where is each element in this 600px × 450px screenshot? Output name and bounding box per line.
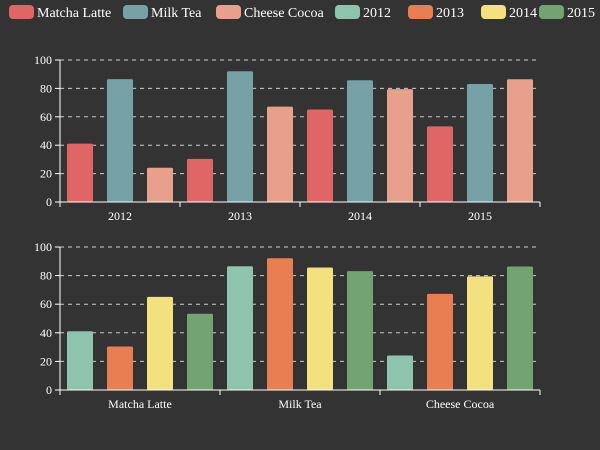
series-2015: [187, 266, 533, 390]
legend-swatch-2015: [539, 5, 564, 19]
bar-2013-milk-tea[interactable]: [267, 258, 293, 390]
bottom-chart-drink-groups: 0 20 40 60 80 100 Matcha Latte Milk Tea Cheese C…: [34, 240, 541, 411]
y-tick-label: 100: [34, 53, 52, 67]
y-tick-label: 40: [40, 326, 52, 340]
legend-swatch-milk-tea: [123, 5, 148, 19]
x-tick-label-2012: 2012: [108, 209, 132, 223]
bar-2014-matcha-latte[interactable]: [147, 296, 173, 390]
bar-2015-matcha-latte[interactable]: [187, 313, 213, 390]
series-2014: [147, 267, 493, 390]
legend-item-2012[interactable]: 2012: [335, 5, 391, 21]
x-tick-label-milk-tea: Milk Tea: [278, 397, 322, 411]
legend-item-milk-tea[interactable]: Milk Tea: [123, 5, 202, 21]
y-tick-label: 80: [40, 81, 52, 95]
y-tick-label: 60: [40, 297, 52, 311]
bar-2015-milk-tea[interactable]: [347, 271, 373, 390]
legend-label: Cheese Cocoa: [244, 6, 324, 21]
bars: [67, 258, 533, 390]
x-axis: 2012 2013 2014 2015: [59, 201, 541, 223]
bar-milk-tea-2015[interactable]: [467, 83, 493, 202]
legend-swatch-2012: [335, 5, 360, 19]
x-axis: Matcha Latte Milk Tea Cheese Cocoa: [59, 389, 541, 411]
y-axis: 0 20 40 60 80 100: [34, 53, 61, 209]
legend: Matcha Latte Milk Tea Cheese Cocoa 2012 2013…: [9, 5, 595, 21]
bar-matcha-latte-2015[interactable]: [427, 126, 453, 202]
y-tick-label: 20: [40, 167, 52, 181]
y-tick-label: 80: [40, 269, 52, 283]
y-tick-label: 0: [46, 195, 52, 209]
series-2013: [107, 258, 453, 390]
legend-label: 2014: [509, 6, 537, 21]
x-tick-label-cheese-cocoa: Cheese Cocoa: [426, 397, 495, 411]
legend-label: 2015: [567, 6, 595, 21]
bar-2012-cheese-cocoa[interactable]: [387, 355, 413, 390]
series-2012: [67, 266, 413, 390]
top-chart-year-groups: 0 20 40 60 80 100 2012 2013 2014 2015: [34, 53, 541, 223]
bar-2015-cheese-cocoa[interactable]: [507, 266, 533, 390]
gridlines: [60, 246, 540, 362]
x-tick-label-2014: 2014: [348, 209, 372, 223]
bar-matcha-latte-2013[interactable]: [187, 158, 213, 202]
x-tick-label-2015: 2015: [468, 209, 492, 223]
series-milk-tea: [107, 71, 493, 202]
bar-2014-cheese-cocoa[interactable]: [467, 276, 493, 390]
bar-2013-matcha-latte[interactable]: [107, 346, 133, 390]
bar-2013-cheese-cocoa[interactable]: [427, 293, 453, 390]
bar-matcha-latte-2012[interactable]: [67, 143, 93, 202]
legend-item-matcha-latte[interactable]: Matcha Latte: [9, 5, 111, 21]
legend-swatch-2014: [481, 5, 506, 19]
y-tick-label: 40: [40, 138, 52, 152]
y-tick-label: 100: [34, 240, 52, 254]
gridlines: [60, 59, 540, 175]
legend-label: Matcha Latte: [37, 6, 111, 21]
bar-cheese-cocoa-2013[interactable]: [267, 106, 293, 202]
bar-milk-tea-2014[interactable]: [347, 80, 373, 202]
legend-label: 2013: [436, 6, 464, 21]
bar-matcha-latte-2014[interactable]: [307, 109, 333, 202]
x-tick-label-matcha-latte: Matcha Latte: [108, 397, 172, 411]
legend-swatch-2013: [408, 5, 433, 19]
series-matcha-latte: [67, 109, 453, 202]
legend-swatch-matcha-latte: [9, 5, 34, 19]
legend-item-2014[interactable]: 2014: [481, 5, 537, 21]
series-cheese-cocoa: [147, 79, 533, 202]
bar-milk-tea-2012[interactable]: [107, 79, 133, 202]
legend-item-cheese-cocoa[interactable]: Cheese Cocoa: [216, 5, 324, 21]
bars: [67, 71, 533, 202]
legend-item-2015[interactable]: 2015: [539, 5, 595, 21]
x-tick-label-2013: 2013: [228, 209, 252, 223]
bar-cheese-cocoa-2014[interactable]: [387, 89, 413, 202]
bar-cheese-cocoa-2015[interactable]: [507, 79, 533, 202]
bar-2014-milk-tea[interactable]: [307, 267, 333, 390]
bar-cheese-cocoa-2012[interactable]: [147, 167, 173, 202]
y-tick-label: 0: [46, 383, 52, 397]
y-axis: 0 20 40 60 80 100: [34, 240, 61, 397]
bar-milk-tea-2013[interactable]: [227, 71, 253, 202]
y-tick-label: 60: [40, 110, 52, 124]
legend-label: 2012: [363, 6, 391, 21]
legend-label: Milk Tea: [151, 6, 202, 21]
y-tick-label: 20: [40, 354, 52, 368]
legend-swatch-cheese-cocoa: [216, 5, 241, 19]
bar-2012-milk-tea[interactable]: [227, 266, 253, 390]
legend-item-2013[interactable]: 2013: [408, 5, 464, 21]
bar-2012-matcha-latte[interactable]: [67, 331, 93, 390]
